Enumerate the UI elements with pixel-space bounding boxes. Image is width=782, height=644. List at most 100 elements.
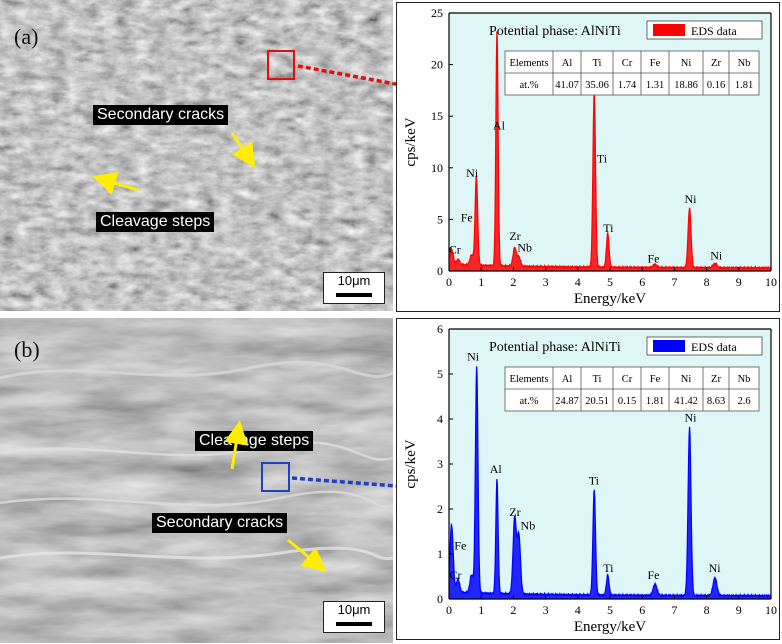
- y-tick-label-a: 5: [437, 212, 443, 226]
- table-cell-a: at.%: [520, 80, 539, 91]
- table-header-a: Ni: [681, 58, 692, 69]
- table-cell-b: 2.6: [737, 396, 750, 407]
- y-tick-label-a: 0: [437, 264, 443, 278]
- y-tick-label-b: 6: [437, 322, 443, 336]
- table-cell-a: 1.81: [735, 80, 753, 91]
- x-tick-label-b: 10: [765, 603, 777, 617]
- table-cell-a: 18.86: [674, 80, 698, 91]
- table-header-b: Al: [562, 374, 573, 385]
- table-header-b: Ti: [593, 374, 602, 385]
- peak-label-a: Cr: [449, 242, 461, 256]
- peak-label-b: Fe: [454, 539, 466, 553]
- panel-label-a: (a): [14, 24, 39, 49]
- x-tick-label-b: 5: [607, 603, 613, 617]
- y-tick-label-a: 20: [431, 58, 443, 72]
- x-tick-label-b: 8: [704, 603, 710, 617]
- peak-label-a: Ti: [597, 152, 608, 166]
- y-tick-label-b: 0: [437, 592, 443, 606]
- y-tick-label-a: 10: [431, 161, 443, 175]
- x-tick-label-b: 3: [543, 603, 549, 617]
- spectrum-fill-b: [449, 366, 771, 599]
- chart-title-b: Potential phase: AlNiTi: [489, 340, 621, 355]
- peak-label-a: Fe: [461, 210, 473, 224]
- x-tick-label-b: 7: [671, 603, 677, 617]
- x-axis-label-a: Energy/keV: [574, 291, 646, 307]
- peak-label-b: Ni: [709, 561, 722, 575]
- callout-secondary-cracks-a: Secondary cracks: [93, 105, 229, 125]
- x-tick-label-a: 3: [543, 275, 549, 289]
- table-header-b: Elements: [509, 374, 548, 385]
- x-tick-label-a: 6: [639, 275, 645, 289]
- table-cell-b: 1.81: [646, 396, 664, 407]
- x-tick-label-a: 5: [607, 275, 613, 289]
- table-header-a: Ti: [593, 58, 602, 69]
- x-axis-label-b: Energy/keV: [574, 619, 646, 635]
- table-header-b: Fe: [650, 374, 661, 385]
- peak-label-a: Ni: [685, 192, 698, 206]
- y-tick-label-b: 5: [437, 367, 443, 381]
- x-tick-label-a: 9: [736, 275, 742, 289]
- x-tick-label-b: 6: [639, 603, 645, 617]
- table-header-a: Al: [562, 58, 573, 69]
- legend-swatch-a: [653, 24, 685, 36]
- callout-cleavage-steps-a: Cleavage steps: [96, 212, 215, 232]
- y-tick-label-a: 25: [431, 6, 443, 20]
- legend-label-a: EDS data: [691, 24, 737, 38]
- table-cell-a: 41.07: [555, 80, 579, 91]
- x-tick-label-b: 2: [510, 603, 516, 617]
- scale-bar-a: 10μm: [323, 272, 385, 304]
- peak-label-a: Ti: [603, 221, 614, 235]
- y-tick-label-a: 15: [431, 109, 443, 123]
- chart-title-a: Potential phase: AlNiTi: [489, 24, 621, 39]
- y-axis-label-a: cps/keV: [403, 117, 419, 166]
- table-header-a: Elements: [509, 58, 548, 69]
- table-cell-b: 8.63: [707, 396, 725, 407]
- scale-bar-b: 10μm: [323, 601, 385, 633]
- peak-label-a: Nb: [517, 240, 532, 254]
- peak-label-b: Ni: [685, 410, 698, 424]
- table-cell-b: at.%: [520, 396, 539, 407]
- peak-label-b: Ni: [467, 350, 480, 364]
- table-cell-b: 0.15: [618, 396, 636, 407]
- eds-spectrum-b: 0 1 2 3 4 5 6 7 8 9 10 0 1 2 3 4 5 6 Energy/keV cps/keV Pote…: [403, 322, 777, 635]
- table-header-b: Nb: [738, 374, 751, 385]
- peak-label-a: Ni: [466, 166, 479, 180]
- peak-label-b: Ti: [603, 561, 614, 575]
- legend-label-b: EDS data: [691, 340, 737, 354]
- peak-label-a: Ni: [710, 249, 723, 263]
- sem-image-b: [0, 318, 393, 643]
- eds-chart-b: 0 1 2 3 4 5 6 7 8 9 10 0 1 2 3 4 5 6 Energy/keV cps/keV Pote…: [396, 318, 780, 640]
- scale-bar-label-b: 10μm: [337, 602, 371, 617]
- x-tick-label-b: 9: [736, 603, 742, 617]
- table-cell-a: 0.16: [707, 80, 725, 91]
- sem-texture-b: [0, 318, 393, 643]
- table-header-a: Fe: [650, 58, 661, 69]
- table-header-a: Cr: [622, 58, 633, 69]
- x-tick-label-a: 8: [704, 275, 710, 289]
- x-tick-label-b: 1: [478, 603, 484, 617]
- spectrum-line-b: [448, 366, 772, 599]
- peak-label-b: Cr: [449, 568, 461, 582]
- peak-label-b: Zr: [509, 505, 520, 519]
- table-header-a: Zr: [711, 58, 721, 69]
- scale-bar-label-a: 10μm: [337, 273, 371, 288]
- table-cell-b: 20.51: [585, 396, 609, 407]
- sem-image-a: [0, 0, 393, 311]
- y-tick-label-b: 2: [437, 502, 443, 516]
- spectrum-line-a: [448, 31, 772, 271]
- peak-label-b: Al: [490, 462, 503, 476]
- eds-spectrum-a: 0 1 2 3 4 5 6 7 8 9 10 0 5 10 15 20 25 Energy/keV cps/keV P…: [403, 6, 777, 307]
- sem-texture-a: [0, 0, 393, 311]
- legend-swatch-b: [653, 340, 685, 352]
- table-cell-a: 1.31: [646, 80, 664, 91]
- table-cell-a: 1.74: [618, 80, 637, 91]
- table-cell-b: 41.42: [674, 396, 698, 407]
- table-header-b: Zr: [711, 374, 721, 385]
- callout-secondary-cracks-b: Secondary cracks: [152, 513, 288, 533]
- table-header-b: Cr: [622, 374, 633, 385]
- table-cell-b: 24.87: [555, 396, 579, 407]
- peak-label-a: Zr: [509, 229, 520, 243]
- x-tick-label-b: 4: [575, 603, 581, 617]
- peak-label-b: Fe: [647, 568, 659, 582]
- peak-label-a: Al: [493, 119, 506, 133]
